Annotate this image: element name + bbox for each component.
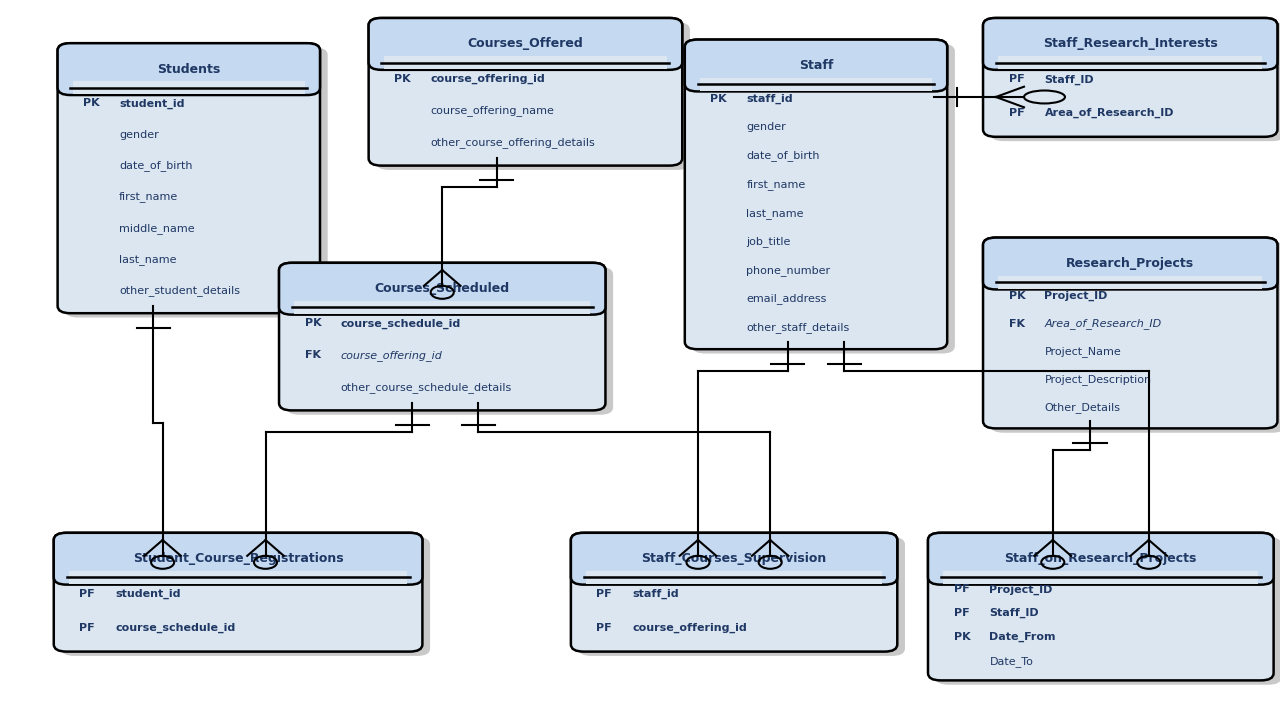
Text: staff_id: staff_id (632, 589, 678, 599)
Text: date_of_birth: date_of_birth (746, 150, 819, 161)
Text: Staff_ID: Staff_ID (989, 608, 1039, 618)
Text: PF: PF (1009, 74, 1024, 84)
Text: Courses_Offered: Courses_Offered (467, 37, 584, 50)
Bar (998, 56, 1262, 69)
Text: Date_From: Date_From (989, 632, 1056, 642)
Text: Other_Details: Other_Details (1044, 402, 1120, 413)
Text: Project_ID: Project_ID (1044, 291, 1108, 301)
FancyBboxPatch shape (376, 22, 690, 170)
FancyBboxPatch shape (692, 44, 955, 354)
Text: first_name: first_name (746, 179, 805, 190)
FancyBboxPatch shape (58, 43, 320, 313)
Text: gender: gender (746, 122, 786, 132)
Text: student_id: student_id (119, 99, 184, 109)
Text: PK: PK (954, 632, 970, 642)
Text: Staff_ID: Staff_ID (1044, 74, 1094, 84)
Text: course_offering_id: course_offering_id (430, 73, 545, 84)
Text: other_course_schedule_details: other_course_schedule_details (340, 382, 512, 392)
FancyBboxPatch shape (58, 43, 320, 95)
Text: course_schedule_id: course_schedule_id (340, 318, 461, 328)
Text: staff_id: staff_id (746, 94, 792, 104)
Text: PF: PF (596, 589, 612, 599)
Text: course_offering_id: course_offering_id (340, 350, 443, 361)
FancyBboxPatch shape (579, 537, 905, 656)
Text: PF: PF (1009, 108, 1024, 118)
Bar (998, 276, 1262, 289)
Text: student_id: student_id (115, 589, 180, 599)
Text: Staff_on_Research_Projects: Staff_on_Research_Projects (1005, 552, 1197, 565)
Text: Project_Name: Project_Name (1044, 346, 1121, 357)
Text: gender: gender (119, 130, 159, 140)
Text: PK: PK (710, 94, 727, 104)
Text: Project_Description: Project_Description (1044, 374, 1152, 385)
Text: first_name: first_name (119, 192, 178, 202)
FancyBboxPatch shape (991, 242, 1280, 433)
Text: PK: PK (305, 318, 321, 328)
Bar (586, 571, 882, 584)
Text: course_offering_id: course_offering_id (632, 623, 748, 633)
Bar (294, 301, 590, 314)
Bar (73, 81, 305, 94)
Text: PK: PK (394, 73, 411, 84)
Text: email_address: email_address (746, 294, 827, 305)
FancyBboxPatch shape (279, 263, 605, 410)
Text: other_staff_details: other_staff_details (746, 323, 850, 333)
Text: date_of_birth: date_of_birth (119, 161, 192, 171)
Bar (69, 571, 407, 584)
Text: Student_Course_Registrations: Student_Course_Registrations (133, 552, 343, 565)
Text: Staff_Courses_Supervision: Staff_Courses_Supervision (641, 552, 827, 565)
Text: Area_of_Research_ID: Area_of_Research_ID (1044, 318, 1162, 329)
Text: middle_name: middle_name (119, 222, 195, 233)
FancyBboxPatch shape (928, 533, 1274, 585)
FancyBboxPatch shape (983, 18, 1277, 137)
Text: Research_Projects: Research_Projects (1066, 257, 1194, 270)
FancyBboxPatch shape (928, 533, 1274, 680)
FancyBboxPatch shape (369, 18, 682, 166)
FancyBboxPatch shape (936, 537, 1280, 685)
FancyBboxPatch shape (983, 18, 1277, 70)
Text: PF: PF (79, 589, 95, 599)
Text: PF: PF (954, 585, 969, 595)
FancyBboxPatch shape (983, 238, 1277, 428)
Bar (943, 571, 1258, 584)
Text: PF: PF (596, 623, 612, 633)
Text: course_offering_name: course_offering_name (430, 105, 554, 116)
Bar (700, 78, 932, 91)
Text: last_name: last_name (119, 253, 177, 265)
Text: PF: PF (79, 623, 95, 633)
Text: Students: Students (157, 63, 220, 76)
Text: phone_number: phone_number (746, 265, 831, 276)
Text: Staff: Staff (799, 59, 833, 72)
Text: Project_ID: Project_ID (989, 584, 1053, 595)
Text: PK: PK (1009, 291, 1025, 301)
Text: FK: FK (305, 351, 321, 360)
Text: Date_To: Date_To (989, 656, 1033, 667)
FancyBboxPatch shape (571, 533, 897, 652)
Text: other_course_offering_details: other_course_offering_details (430, 137, 595, 148)
FancyBboxPatch shape (991, 22, 1280, 141)
Text: Staff_Research_Interests: Staff_Research_Interests (1043, 37, 1217, 50)
Text: job_title: job_title (746, 236, 791, 247)
FancyBboxPatch shape (685, 40, 947, 91)
Text: last_name: last_name (746, 207, 804, 219)
Text: Area_of_Research_ID: Area_of_Research_ID (1044, 108, 1174, 118)
Text: other_student_details: other_student_details (119, 285, 241, 296)
FancyBboxPatch shape (54, 533, 422, 585)
Text: PK: PK (83, 99, 100, 109)
FancyBboxPatch shape (571, 533, 897, 585)
Bar (384, 56, 667, 69)
FancyBboxPatch shape (65, 48, 328, 318)
FancyBboxPatch shape (61, 537, 430, 656)
FancyBboxPatch shape (369, 18, 682, 70)
Text: Courses_Scheduled: Courses_Scheduled (375, 282, 509, 295)
Text: PF: PF (954, 608, 969, 618)
FancyBboxPatch shape (279, 263, 605, 315)
FancyBboxPatch shape (685, 40, 947, 349)
Text: course_schedule_id: course_schedule_id (115, 623, 236, 633)
Text: FK: FK (1009, 319, 1025, 329)
FancyBboxPatch shape (983, 238, 1277, 289)
FancyBboxPatch shape (287, 267, 613, 415)
FancyBboxPatch shape (54, 533, 422, 652)
